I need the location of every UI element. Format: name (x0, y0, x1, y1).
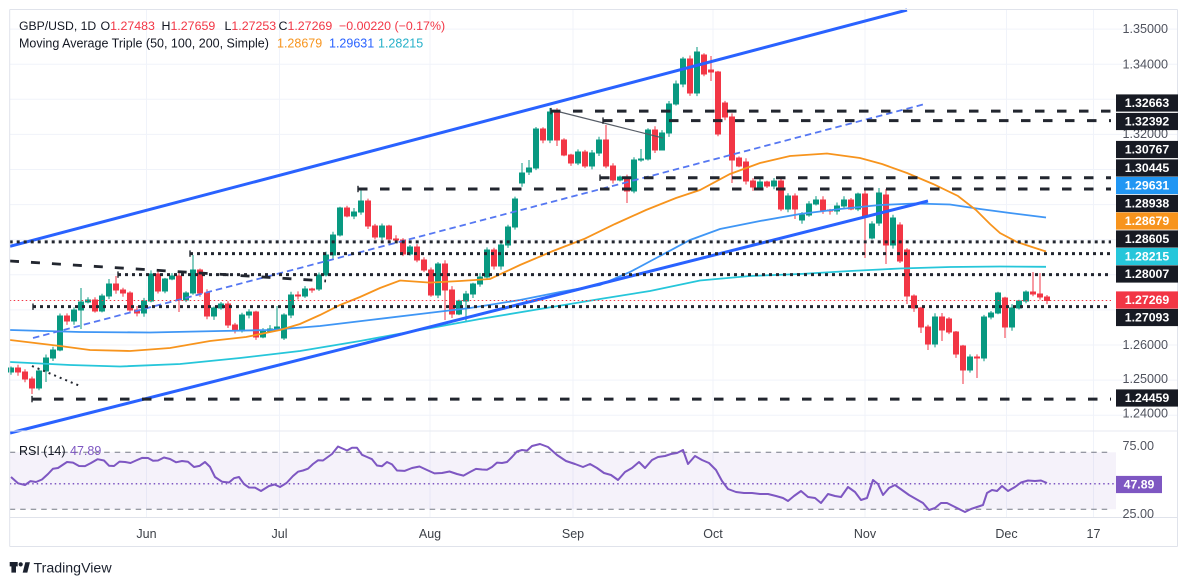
svg-text:1.28679: 1.28679 (277, 36, 322, 50)
svg-text:GBP/USD, 1D: GBP/USD, 1D (19, 19, 96, 33)
svg-text:25.00: 25.00 (1123, 507, 1155, 521)
svg-text:1.32392: 1.32392 (1125, 115, 1170, 129)
svg-text:1.30767: 1.30767 (1125, 143, 1170, 157)
svg-text:L1.27253: L1.27253 (225, 19, 277, 33)
svg-text:1.29631: 1.29631 (1125, 179, 1170, 193)
svg-text:1.29631: 1.29631 (329, 36, 374, 50)
svg-text:1.24000: 1.24000 (1123, 407, 1169, 421)
svg-text:H1.27659: H1.27659 (162, 19, 216, 33)
svg-text:TradingView: TradingView (34, 560, 113, 576)
svg-text:1.28938: 1.28938 (1125, 197, 1170, 211)
svg-text:1.28605: 1.28605 (1125, 232, 1170, 246)
svg-text:1.26000: 1.26000 (1123, 338, 1169, 352)
svg-text:−0.00220 (−0.17%): −0.00220 (−0.17%) (339, 19, 445, 33)
svg-text:47.89: 47.89 (70, 444, 101, 458)
svg-text:1.24459: 1.24459 (1125, 391, 1170, 405)
svg-text:1.28215: 1.28215 (1125, 250, 1170, 264)
svg-text:Moving Average Triple (50, 100: Moving Average Triple (50, 100, 200, Sim… (19, 36, 269, 50)
svg-text:1.28679: 1.28679 (1125, 214, 1170, 228)
svg-text:1.32663: 1.32663 (1125, 96, 1170, 110)
svg-text:1.27093: 1.27093 (1125, 311, 1170, 325)
svg-text:1.28215: 1.28215 (378, 36, 423, 50)
svg-text:1.30445: 1.30445 (1125, 161, 1170, 175)
svg-text:1.32000: 1.32000 (1123, 127, 1169, 141)
svg-text:1.27269: 1.27269 (1125, 293, 1170, 307)
svg-text:Oct: Oct (703, 527, 723, 541)
svg-text:RSI (14): RSI (14) (19, 444, 66, 458)
svg-text:Jul: Jul (272, 527, 288, 541)
svg-text:75.00: 75.00 (1123, 439, 1155, 453)
svg-text:Nov: Nov (854, 527, 877, 541)
svg-text:Aug: Aug (419, 527, 441, 541)
svg-text:47.89: 47.89 (1124, 478, 1155, 492)
svg-text:Sep: Sep (562, 527, 584, 541)
svg-text:1.28007: 1.28007 (1125, 267, 1170, 281)
svg-text:O1.27483: O1.27483 (101, 19, 156, 33)
svg-text:Dec: Dec (995, 527, 1017, 541)
svg-text:1.34000: 1.34000 (1123, 58, 1169, 72)
svg-text:C1.27269: C1.27269 (279, 19, 333, 33)
svg-text:1.25000: 1.25000 (1123, 372, 1169, 386)
svg-text:1.35000: 1.35000 (1123, 22, 1169, 36)
svg-text:Jun: Jun (136, 527, 156, 541)
svg-text:17: 17 (1087, 527, 1101, 541)
